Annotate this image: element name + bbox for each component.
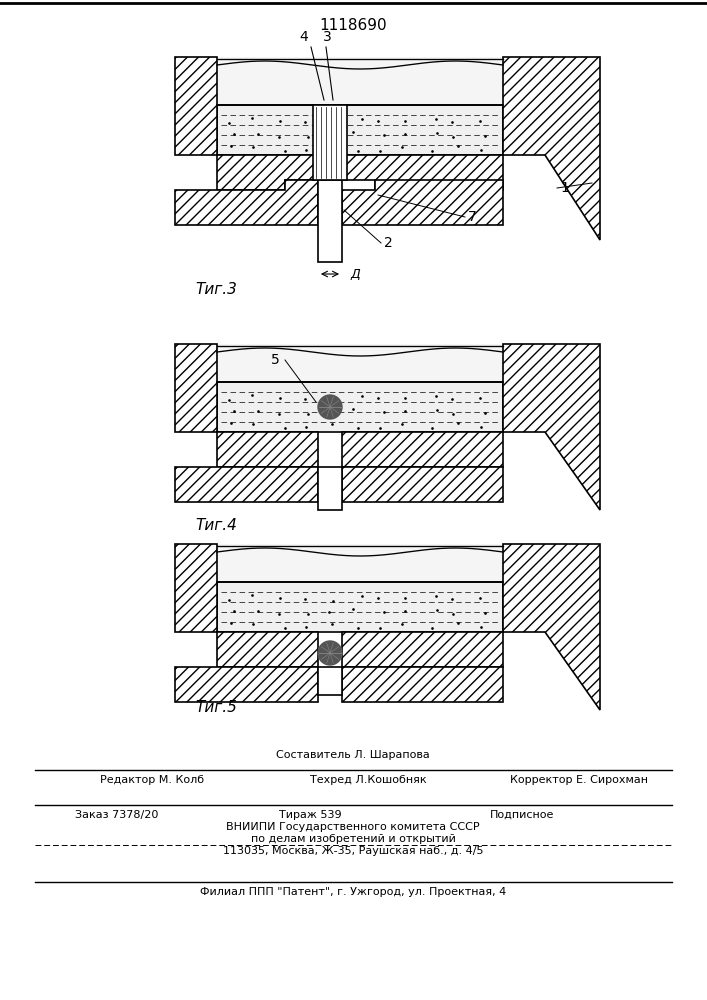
Polygon shape bbox=[175, 57, 217, 155]
Text: 7: 7 bbox=[468, 210, 477, 224]
Polygon shape bbox=[217, 382, 503, 432]
Polygon shape bbox=[217, 105, 503, 155]
Text: 5: 5 bbox=[271, 353, 280, 367]
Text: Тираж 539: Тираж 539 bbox=[279, 810, 341, 820]
Bar bbox=[313, 105, 347, 180]
Polygon shape bbox=[217, 344, 503, 382]
Polygon shape bbox=[175, 344, 217, 432]
Text: по делам изобретений и открытий: по делам изобретений и открытий bbox=[250, 834, 455, 844]
Text: 2: 2 bbox=[384, 236, 393, 250]
Text: 113035, Москва, Ж-35, Раушская наб., д. 4/5: 113035, Москва, Ж-35, Раушская наб., д. … bbox=[223, 846, 484, 856]
Polygon shape bbox=[175, 467, 318, 502]
Circle shape bbox=[318, 395, 342, 419]
Polygon shape bbox=[217, 632, 318, 667]
Polygon shape bbox=[175, 180, 318, 225]
Polygon shape bbox=[217, 544, 503, 582]
Text: Заказ 7378/20: Заказ 7378/20 bbox=[75, 810, 158, 820]
Text: 1: 1 bbox=[560, 181, 569, 195]
Text: Подписное: Подписное bbox=[490, 810, 554, 820]
Text: Составитель Л. Шарапова: Составитель Л. Шарапова bbox=[276, 750, 430, 760]
Text: 1118690: 1118690 bbox=[319, 17, 387, 32]
Polygon shape bbox=[342, 467, 503, 502]
Text: Филиал ППП "Патент", г. Ужгород, ул. Проектная, 4: Филиал ППП "Патент", г. Ужгород, ул. Про… bbox=[200, 887, 506, 897]
Bar bbox=[318, 467, 342, 510]
Polygon shape bbox=[342, 155, 503, 190]
Polygon shape bbox=[217, 582, 503, 632]
Text: Τиг.3: Τиг.3 bbox=[195, 282, 237, 298]
Text: Τиг.5: Τиг.5 bbox=[195, 700, 237, 716]
Text: ВНИИПИ Государственного комитета СССР: ВНИИПИ Государственного комитета СССР bbox=[226, 822, 480, 832]
Text: Корректор‬ Е. Сирохман: Корректор‬ Е. Сирохман bbox=[510, 775, 648, 785]
Polygon shape bbox=[342, 667, 503, 702]
Text: 4: 4 bbox=[299, 30, 308, 44]
Polygon shape bbox=[503, 344, 600, 510]
Text: Редактор М. Колб: Редактор М. Колб bbox=[100, 775, 204, 785]
Bar bbox=[318, 667, 342, 695]
Polygon shape bbox=[503, 57, 600, 240]
Polygon shape bbox=[342, 632, 503, 667]
Polygon shape bbox=[342, 180, 503, 225]
Text: Техред Л.Кошобняк: Техред Л.Кошобняк bbox=[310, 775, 426, 785]
Circle shape bbox=[318, 641, 342, 665]
Polygon shape bbox=[175, 667, 318, 702]
Polygon shape bbox=[217, 155, 318, 190]
Polygon shape bbox=[217, 57, 503, 105]
Polygon shape bbox=[217, 432, 318, 467]
Text: Τиг.4: Τиг.4 bbox=[195, 518, 237, 532]
Text: 3: 3 bbox=[323, 30, 332, 44]
Polygon shape bbox=[342, 432, 503, 467]
Bar bbox=[318, 180, 342, 262]
Polygon shape bbox=[175, 544, 217, 632]
Text: Д: Д bbox=[350, 267, 360, 280]
Polygon shape bbox=[503, 544, 600, 710]
